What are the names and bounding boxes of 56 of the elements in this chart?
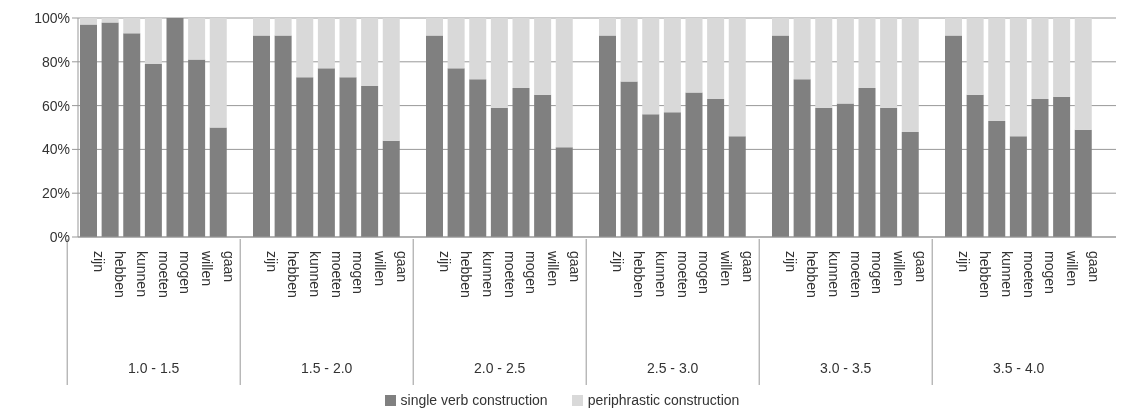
x-tick-label: willen bbox=[890, 250, 907, 287]
x-tick-label: hebben bbox=[285, 251, 302, 298]
x-tick-label: kunnen bbox=[826, 251, 843, 297]
x-tick-label: willen bbox=[717, 250, 734, 287]
x-tick-label: zijn bbox=[263, 251, 280, 273]
x-tick-label: mogen bbox=[177, 251, 194, 294]
x-tick-label: kunnen bbox=[480, 251, 497, 297]
x-tick-label: zijn bbox=[609, 251, 626, 273]
x-tick-label: willen bbox=[198, 250, 215, 287]
text: 1.0 - 1.5 bbox=[128, 360, 180, 376]
x-tick-label: moeten bbox=[674, 251, 691, 298]
x-tick-label: willen bbox=[544, 250, 561, 287]
y-tick-label: 100% bbox=[34, 9, 70, 26]
legend-label: periphrastic construction bbox=[587, 392, 740, 408]
x-tick-label: gaan bbox=[912, 251, 929, 283]
text: 3.5 - 4.0 bbox=[993, 360, 1045, 376]
y-tick-label: 20% bbox=[41, 185, 70, 202]
x-tick-label: hebben bbox=[804, 251, 821, 298]
x-tick-label: mogen bbox=[869, 251, 886, 294]
x-tick-label: zijn bbox=[90, 251, 107, 273]
x-tick-label: kunnen bbox=[307, 251, 324, 297]
x-tick-label: willen bbox=[371, 250, 388, 287]
text: 2.0 - 2.5 bbox=[474, 360, 526, 376]
x-tick-label: hebben bbox=[458, 251, 475, 298]
x-tick-label: gaan bbox=[1085, 251, 1102, 283]
x-tick-label: zijn bbox=[436, 251, 453, 273]
x-tick-label: moeten bbox=[847, 251, 864, 298]
text: 3.0 - 3.5 bbox=[820, 360, 872, 376]
x-tick-label: gaan bbox=[739, 251, 756, 283]
x-tick-label: hebben bbox=[631, 251, 648, 298]
x-tick-label: moeten bbox=[155, 251, 172, 298]
x-tick-label: mogen bbox=[350, 251, 367, 294]
x-tick-label: moeten bbox=[501, 251, 518, 298]
x-tick-label: mogen bbox=[696, 251, 713, 294]
x-tick-label: gaan bbox=[393, 251, 410, 283]
x-tick-label: moeten bbox=[328, 251, 345, 298]
x-tick-label: kunnen bbox=[999, 251, 1016, 297]
text: 2.5 - 3.0 bbox=[647, 360, 699, 376]
x-tick-label: kunnen bbox=[134, 251, 151, 297]
x-tick-label: hebben bbox=[977, 251, 994, 298]
x-tick-label: zijn bbox=[955, 251, 972, 273]
text: 1.5 - 2.0 bbox=[301, 360, 353, 376]
x-tick-label: hebben bbox=[112, 251, 129, 298]
x-tick-label: zijn bbox=[782, 251, 799, 273]
y-tick-label: 40% bbox=[41, 141, 70, 158]
x-tick-label: moeten bbox=[1020, 251, 1037, 298]
x-tick-label: gaan bbox=[220, 251, 237, 283]
x-tick-label: gaan bbox=[566, 251, 583, 283]
legend-label: single verb construction bbox=[400, 392, 548, 408]
x-tick-label: mogen bbox=[523, 251, 540, 294]
y-tick-label: 80% bbox=[41, 53, 70, 70]
x-tick-label: mogen bbox=[1042, 251, 1059, 294]
x-tick-label: willen bbox=[1063, 250, 1080, 287]
y-tick-label: 60% bbox=[41, 97, 70, 114]
x-tick-label: kunnen bbox=[653, 251, 670, 297]
y-tick-label: 0% bbox=[49, 228, 70, 245]
